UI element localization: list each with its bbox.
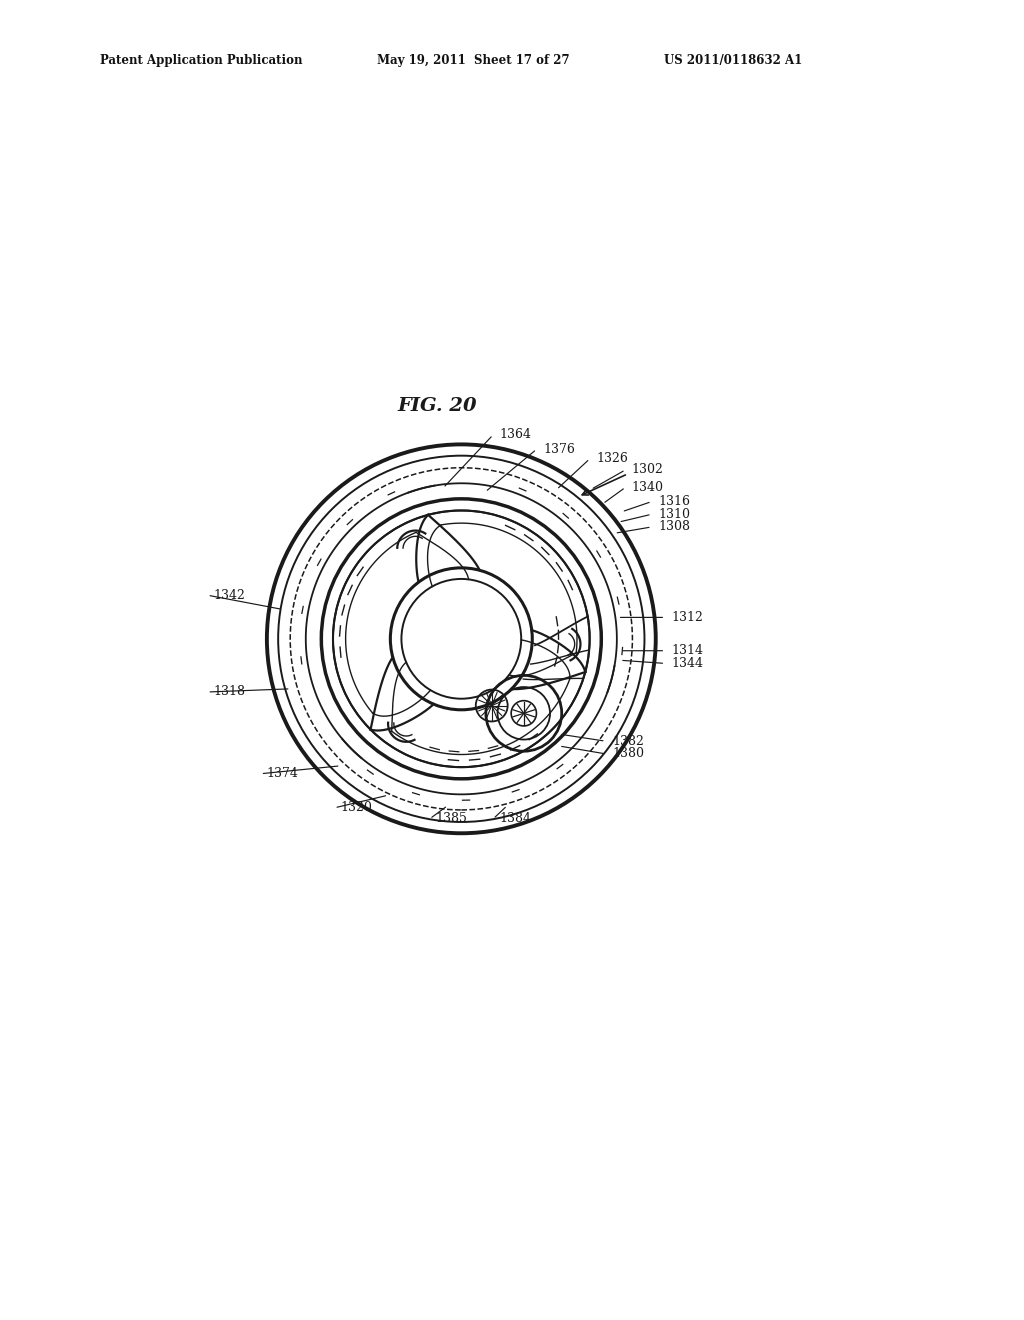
Text: 1316: 1316 bbox=[658, 495, 690, 508]
Text: 1314: 1314 bbox=[672, 644, 703, 657]
Text: FIG. 20: FIG. 20 bbox=[397, 397, 477, 414]
Text: 1374: 1374 bbox=[267, 767, 299, 780]
Text: 1380: 1380 bbox=[612, 747, 644, 760]
Text: May 19, 2011  Sheet 17 of 27: May 19, 2011 Sheet 17 of 27 bbox=[377, 54, 569, 67]
Text: 1344: 1344 bbox=[672, 657, 703, 671]
Text: 1326: 1326 bbox=[596, 453, 628, 465]
Text: 1376: 1376 bbox=[543, 442, 574, 455]
Text: US 2011/0118632 A1: US 2011/0118632 A1 bbox=[664, 54, 802, 67]
Text: 1308: 1308 bbox=[658, 520, 690, 533]
Text: 1342: 1342 bbox=[214, 589, 246, 602]
Text: Patent Application Publication: Patent Application Publication bbox=[100, 54, 303, 67]
Text: 1384: 1384 bbox=[500, 813, 531, 825]
Text: 1318: 1318 bbox=[214, 685, 246, 698]
Text: 1364: 1364 bbox=[500, 429, 531, 441]
Text: 1385: 1385 bbox=[436, 813, 468, 825]
Text: 1382: 1382 bbox=[612, 735, 644, 747]
Text: 1312: 1312 bbox=[672, 611, 703, 624]
Text: 1320: 1320 bbox=[341, 801, 373, 814]
Text: 1340: 1340 bbox=[632, 480, 664, 494]
Text: 1310: 1310 bbox=[658, 508, 690, 520]
Text: 1302: 1302 bbox=[632, 463, 664, 477]
